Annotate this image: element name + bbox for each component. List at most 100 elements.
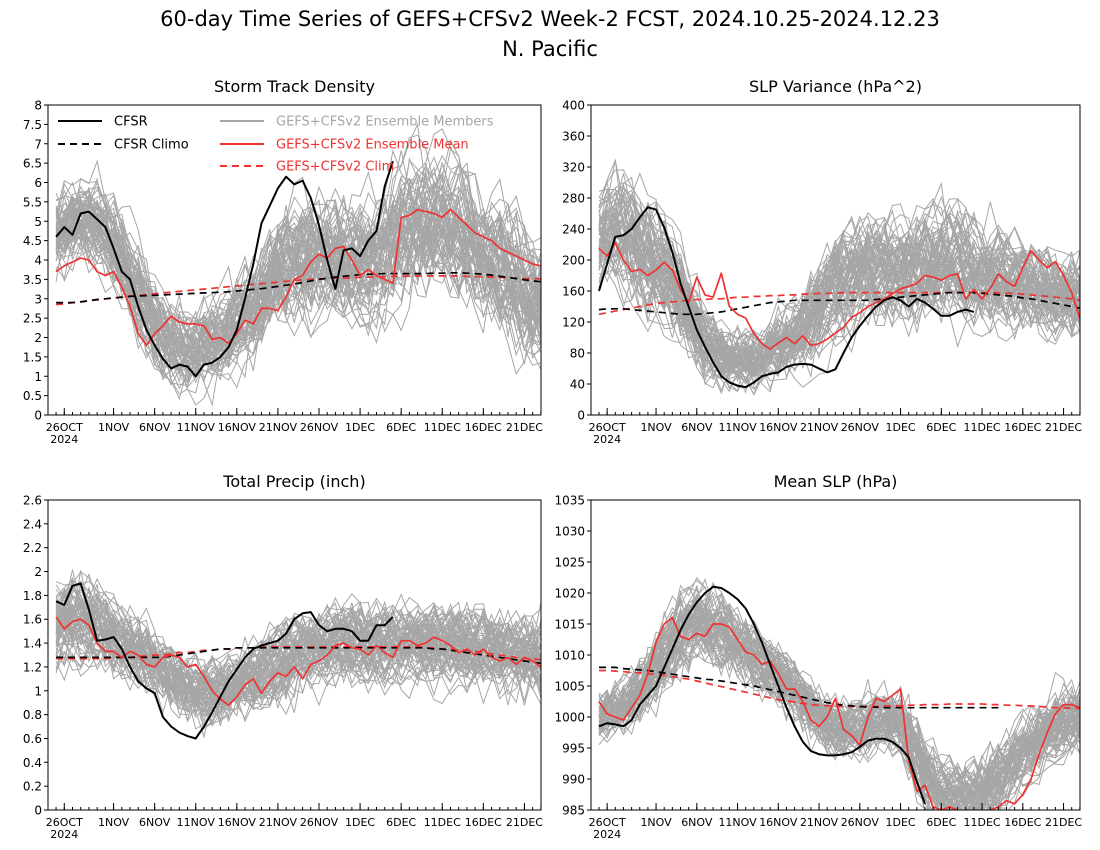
y-tick-label: 320 bbox=[562, 161, 585, 175]
panels: Storm Track Density 0 0.5 1 1.5 2 2.5 3 3.5 4 4.5 5… bbox=[23, 77, 1083, 841]
ensemble-member-line bbox=[598, 603, 1080, 810]
y-tick-label: 1.5 bbox=[23, 350, 42, 364]
series-line-cfsr bbox=[55, 160, 394, 378]
legend-label-cfsr-climo: CFSR Climo bbox=[114, 138, 189, 153]
y-tick-label: 2.4 bbox=[23, 517, 42, 531]
x-tick-label: 11NOV bbox=[177, 421, 216, 434]
ensemble-member-line bbox=[598, 216, 1080, 378]
series-line-gefs-cfsv2-ensemble-mean bbox=[598, 242, 1080, 350]
ensemble-member-line bbox=[598, 618, 1080, 808]
ensemble-member-line bbox=[55, 608, 541, 713]
x-tick-label: 26OCT bbox=[589, 816, 626, 829]
series-line-gefs-cfsv2-clim bbox=[598, 291, 1080, 316]
ensemble-member-line bbox=[55, 603, 541, 723]
y-tick-label: 1 bbox=[34, 370, 42, 384]
y-tick-label: 160 bbox=[562, 285, 585, 299]
x-tick-label: 16NOV bbox=[218, 421, 257, 434]
x-tick-label: 11NOV bbox=[177, 816, 216, 829]
ensemble-member-line bbox=[55, 161, 541, 354]
figure-title-line1: 60-day Time Series of GEFS+CFSv2 Week-2 … bbox=[160, 7, 940, 31]
legend-label-gefs-cfsv2-ensemble-members: GEFS+CFSv2 Ensemble Members bbox=[276, 115, 494, 130]
y-tick-label: 0.8 bbox=[23, 708, 42, 722]
ensemble-member-line bbox=[55, 588, 541, 706]
panel-title: Total Precip (inch) bbox=[222, 472, 365, 491]
ensemble-member-line bbox=[55, 219, 541, 381]
y-tick-label: 0.6 bbox=[23, 732, 42, 746]
x-tick-label: 1NOV bbox=[640, 421, 672, 434]
y-tick-label: 240 bbox=[562, 223, 585, 237]
x-tick-label: 11DEC bbox=[963, 816, 1000, 829]
ensemble-members bbox=[598, 576, 1080, 810]
y-tick-label: 280 bbox=[562, 192, 585, 206]
panel-title: Mean SLP (hPa) bbox=[774, 472, 898, 491]
x-tick-label: 26OCT bbox=[589, 421, 626, 434]
ensemble-member-line bbox=[598, 600, 1080, 801]
y-tick-label: 1.2 bbox=[23, 660, 42, 674]
x-tick-label: 11DEC bbox=[424, 816, 461, 829]
y-tick-label: 120 bbox=[562, 316, 585, 330]
series-line-cfsr bbox=[598, 585, 926, 805]
series-line-gefs-cfsv2-clim bbox=[56, 275, 541, 306]
y-tick-label: 0 bbox=[577, 409, 585, 423]
ensemble-member-line bbox=[55, 162, 541, 369]
x-tick-label: 21NOV bbox=[259, 421, 298, 434]
x-tick-label: 21DEC bbox=[1045, 421, 1082, 434]
series-line-gefs-cfsv2-ensemble-mean bbox=[55, 208, 541, 347]
x-tick-label: 16NOV bbox=[218, 816, 257, 829]
legend: CFSR CFSR Climo GEFS+CFSv2 Ensemble Member… bbox=[58, 115, 494, 175]
y-tick-label: 5.5 bbox=[23, 195, 42, 209]
y-tick-label: 2.6 bbox=[23, 494, 42, 508]
y-tick-label: 5 bbox=[34, 215, 42, 229]
x-tick-label: 21NOV bbox=[800, 816, 839, 829]
ensemble-member-line bbox=[55, 639, 541, 730]
x-tick-label: 26OCT bbox=[46, 421, 83, 434]
y-tick-label: 3 bbox=[34, 292, 42, 306]
legend-label-gefs-cfsv2-ensemble-mean: GEFS+CFSv2 Ensemble Mean bbox=[276, 138, 469, 153]
series-line-cfsr-climo bbox=[598, 291, 1080, 316]
x-tick-label: 16NOV bbox=[759, 816, 798, 829]
y-tick-label: 0.5 bbox=[23, 389, 42, 403]
ensemble-member-line bbox=[598, 182, 1080, 367]
y-tick-label: 1015 bbox=[554, 618, 585, 632]
x-tick-label: 26NOV bbox=[300, 421, 339, 434]
y-tick-label: 985 bbox=[562, 804, 585, 818]
ensemble-member-line bbox=[55, 157, 541, 345]
y-tick-label: 995 bbox=[562, 742, 585, 756]
y-tick-label: 2.5 bbox=[23, 312, 42, 326]
figure-title-line2: N. Pacific bbox=[502, 37, 598, 61]
series-line-gefs-cfsv2-clim bbox=[56, 645, 541, 661]
y-tick-label: 400 bbox=[562, 99, 585, 113]
x-tick-label: 21NOV bbox=[800, 421, 839, 434]
x-tick-label: 1DEC bbox=[345, 421, 375, 434]
ensemble-member-line bbox=[55, 603, 541, 709]
y-tick-label: 200 bbox=[562, 254, 585, 268]
y-tick-label: 3.5 bbox=[23, 273, 42, 287]
y-tick-label: 0 bbox=[34, 804, 42, 818]
ensemble-member-line bbox=[55, 600, 541, 701]
x-tick-label: 26NOV bbox=[300, 816, 339, 829]
ensemble-member-line bbox=[55, 148, 541, 358]
y-tick-label: 40 bbox=[570, 378, 585, 392]
x-tick-label: 1DEC bbox=[885, 421, 915, 434]
y-tick-label: 1025 bbox=[554, 556, 585, 570]
series-line-cfsr-climo bbox=[599, 666, 999, 709]
x-tick-label: 6NOV bbox=[681, 421, 713, 434]
y-tick-label: 8 bbox=[34, 99, 42, 113]
x-tick-label: 16DEC bbox=[1004, 421, 1041, 434]
x-tick-label: 6DEC bbox=[926, 816, 956, 829]
x-tick-label: 21DEC bbox=[1045, 816, 1082, 829]
x-tick-label: 16DEC bbox=[465, 816, 502, 829]
ensemble-member-line bbox=[55, 223, 541, 368]
y-tick-label: 1.6 bbox=[23, 613, 42, 627]
y-tick-label: 0.4 bbox=[23, 756, 42, 770]
x-tick-label: 11NOV bbox=[718, 816, 757, 829]
series-lines bbox=[598, 206, 1080, 389]
y-tick-label: 2.2 bbox=[23, 541, 42, 555]
legend-label-cfsr: CFSR bbox=[114, 115, 148, 130]
y-tick-label: 0 bbox=[34, 409, 42, 423]
ensemble-member-line bbox=[598, 235, 1080, 396]
ensemble-member-line bbox=[598, 579, 1080, 791]
x-tick-year: 2024 bbox=[593, 828, 621, 841]
ensemble-member-line bbox=[55, 122, 541, 350]
